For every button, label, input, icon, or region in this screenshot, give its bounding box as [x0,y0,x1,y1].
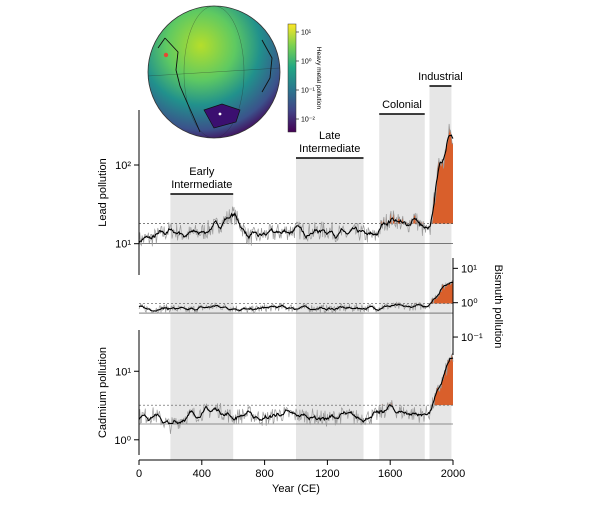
y-tick-label: 10¹ [115,239,131,251]
y-tick-label: 10¹ [115,366,131,378]
period-label: Colonial [382,99,422,111]
colorbar-tick-label: 10⁻² [301,117,315,124]
smoothed-series-0 [138,134,454,244]
colorbar-tick-label: 10¹ [301,30,312,37]
y-tick-label: 10² [115,160,131,172]
sample-site-marker [163,52,169,58]
period-label: Intermediate [171,179,232,191]
y-tick-label: 10⁻¹ [461,332,483,344]
period-label: Early [189,166,215,178]
excess-fill-1 [374,280,453,304]
colorbar-tick-label: 10⁰ [301,58,312,66]
x-tick-label: 400 [193,468,211,480]
globe-graticule [183,5,245,139]
colorbar: 10¹ 10⁰ 10⁻¹ 10⁻² Heavy metal pollution [287,23,322,133]
period-labels-layer: EarlyIntermediateLateIntermediateColonia… [170,71,463,195]
colorbar-ticks: 10¹ 10⁰ 10⁻¹ 10⁻² [296,30,315,124]
globe-inset [147,5,281,139]
raw-series-1 [138,280,454,315]
x-tick-label: 1600 [378,468,402,480]
antarctica-outline [203,103,241,129]
south-america-outline [157,37,201,133]
colorbar-title: Heavy metal pollution [315,47,322,110]
period-band [379,114,425,460]
globe-equator [147,67,281,77]
antarctic-site-marker [218,112,222,116]
x-tick-label: 0 [136,468,142,480]
y-axis-title: Lead pollution [97,158,109,227]
period-shading-layer [170,86,452,460]
x-tick-label: 800 [255,468,273,480]
x-axis-title: Year (CE) [272,483,320,495]
raw-series-0 [138,123,454,250]
period-label: Intermediate [299,143,360,155]
period-label: Late [319,130,340,142]
y-tick-label: 10⁰ [461,298,478,310]
y-tick-label: 10⁰ [114,435,131,447]
colorbar-tick-label: 10⁻¹ [301,88,315,95]
x-tick-label: 1200 [315,468,339,480]
series-layer [138,123,454,434]
y-tick-label: 10¹ [461,263,477,275]
y-axis-title: Cadmium pollution [97,347,109,438]
smoothed-series-1 [138,281,453,312]
smoothed-series-2 [138,357,454,425]
excess-fill-2 [374,353,453,406]
y-axis-title: Bismuth pollution [492,265,504,349]
africa-outline [261,39,273,93]
period-label: Industrial [418,71,463,83]
axes-layer: 10¹ 10² Lead pollution 10¹ 10⁰ 10⁻¹ Bismuth po… [97,110,504,480]
x-tick-label: 2000 [441,468,465,480]
period-band [170,194,234,460]
colorbar-gradient [287,23,297,133]
